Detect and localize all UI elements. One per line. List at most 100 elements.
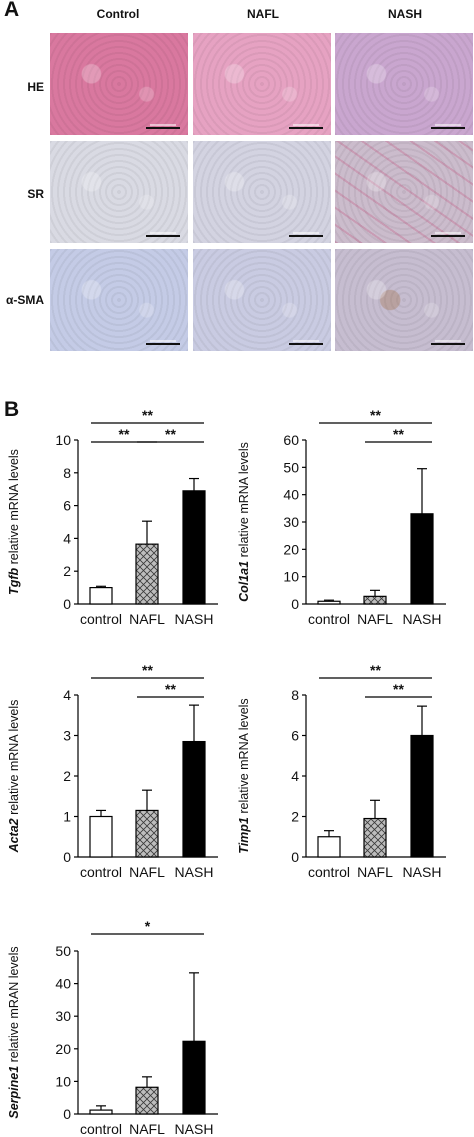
x-tick-label: NASH bbox=[175, 864, 214, 880]
scale-bar bbox=[146, 340, 180, 345]
micrograph-sr-nafl bbox=[193, 141, 331, 243]
bar-control bbox=[317, 836, 341, 858]
row-header-he: HE bbox=[27, 80, 44, 94]
bar-control bbox=[317, 600, 341, 605]
x-tick-label: NASH bbox=[403, 864, 442, 880]
y-tick-label: 0 bbox=[63, 849, 71, 865]
chart-col1a1: 0 10 20 30 40 50 60 Col1a1 relative mRNA levels… bbox=[237, 407, 446, 627]
x-tick-label: NAFL bbox=[129, 611, 165, 627]
x-tick-label: control bbox=[308, 611, 350, 627]
scale-bar bbox=[289, 232, 323, 237]
micrograph-asma-nash bbox=[335, 249, 473, 351]
bar-control bbox=[89, 815, 113, 858]
row-header-sr: SR bbox=[27, 187, 44, 201]
row-header-asma: α-SMA bbox=[5, 293, 44, 307]
chart-acta2: 0 1 2 3 4 Acta2 relative mRNA levels control NA… bbox=[7, 662, 218, 880]
micrograph-asma-control bbox=[50, 249, 188, 351]
y-tick-label: 6 bbox=[63, 498, 71, 514]
bar-nash bbox=[182, 740, 206, 858]
bar-control bbox=[89, 586, 113, 605]
x-tick-label: NAFL bbox=[129, 864, 165, 880]
y-tick-label: 20 bbox=[55, 1041, 71, 1057]
micrograph-asma-nafl bbox=[193, 249, 331, 351]
y-axis-label: Serpine1 relative mRAN levels bbox=[7, 946, 21, 1118]
y-axis-label: Timp1 relative mRNA levels bbox=[237, 698, 251, 853]
bar-nash bbox=[410, 513, 434, 605]
bar-nafl bbox=[135, 809, 159, 858]
y-tick-label: 8 bbox=[63, 465, 71, 481]
scale-bar bbox=[289, 124, 323, 129]
x-tick-label: NAFL bbox=[357, 611, 393, 627]
x-tick-label: NASH bbox=[175, 611, 214, 627]
micrograph-he-nash bbox=[335, 33, 473, 135]
scale-bar bbox=[431, 340, 465, 345]
bar-nash bbox=[182, 1040, 206, 1115]
column-header-control: Control bbox=[96, 7, 140, 21]
y-tick-label: 60 bbox=[283, 432, 299, 448]
bar-nafl bbox=[135, 543, 159, 605]
significance-label: ** bbox=[370, 407, 381, 423]
x-tick-label: control bbox=[80, 864, 122, 880]
chart-serpine1: 0 10 20 30 40 50 Serpine1 relative mRAN levels… bbox=[7, 918, 218, 1137]
x-tick-label: control bbox=[308, 864, 350, 880]
y-tick-label: 2 bbox=[291, 809, 299, 825]
y-tick-label: 6 bbox=[291, 728, 299, 744]
panel-b-label: B bbox=[4, 398, 20, 421]
x-tick-label: NAFL bbox=[357, 864, 393, 880]
bar-nafl bbox=[135, 1086, 159, 1115]
x-tick-label: control bbox=[80, 1121, 122, 1137]
y-axis-label: Tgfb relative mRNA levels bbox=[7, 449, 21, 595]
micrograph-he-nafl bbox=[193, 33, 331, 135]
significance-label: ** bbox=[142, 407, 153, 423]
micrograph-sr-control bbox=[50, 141, 188, 243]
y-tick-label: 10 bbox=[55, 1073, 71, 1089]
significance-label: ** bbox=[370, 662, 381, 678]
y-tick-label: 50 bbox=[283, 459, 299, 475]
y-tick-label: 4 bbox=[291, 768, 299, 784]
y-tick-label: 3 bbox=[63, 728, 71, 744]
y-tick-label: 20 bbox=[283, 541, 299, 557]
chart-timp1: 0 2 4 6 8 Timp1 relative mRNA levels control NA… bbox=[237, 662, 446, 880]
scale-bar bbox=[146, 124, 180, 129]
bar-control bbox=[89, 1109, 113, 1115]
y-tick-label: 40 bbox=[55, 976, 71, 992]
column-header-nash: NASH bbox=[387, 7, 422, 21]
x-tick-label: NASH bbox=[175, 1121, 214, 1137]
y-tick-label: 40 bbox=[283, 487, 299, 503]
bar-nafl bbox=[363, 817, 387, 858]
significance-label: * bbox=[145, 918, 151, 934]
y-tick-label: 1 bbox=[63, 809, 71, 825]
bar-nash bbox=[410, 734, 434, 858]
y-tick-label: 10 bbox=[55, 432, 71, 448]
scale-bar bbox=[431, 124, 465, 129]
significance-label: ** bbox=[142, 662, 153, 678]
y-axis-label: Acta2 relative mRNA levels bbox=[7, 700, 21, 854]
panel-a-label: A bbox=[4, 0, 20, 21]
column-header-nafl: NAFL bbox=[247, 7, 279, 21]
micrograph-he-control bbox=[50, 33, 188, 135]
significance-label: ** bbox=[393, 681, 404, 697]
y-tick-label: 2 bbox=[63, 563, 71, 579]
bar-nafl bbox=[363, 595, 387, 605]
y-tick-label: 4 bbox=[63, 687, 71, 703]
y-tick-label: 30 bbox=[283, 514, 299, 530]
significance-label: ** bbox=[165, 681, 176, 697]
y-tick-label: 30 bbox=[55, 1008, 71, 1024]
x-tick-label: NASH bbox=[403, 611, 442, 627]
y-tick-label: 8 bbox=[291, 687, 299, 703]
y-tick-label: 0 bbox=[291, 849, 299, 865]
y-tick-label: 0 bbox=[291, 596, 299, 612]
x-tick-label: control bbox=[80, 611, 122, 627]
y-tick-label: 50 bbox=[55, 943, 71, 959]
scale-bar bbox=[146, 232, 180, 237]
bar-nash bbox=[182, 490, 206, 605]
y-tick-label: 2 bbox=[63, 768, 71, 784]
y-tick-label: 0 bbox=[63, 1106, 71, 1122]
chart-tgfb: 0 2 4 6 8 10 Tgfb relative mRNA levels control N… bbox=[7, 407, 218, 627]
scale-bar bbox=[289, 340, 323, 345]
scale-bar bbox=[431, 232, 465, 237]
y-tick-label: 4 bbox=[63, 530, 71, 546]
micrograph-sr-nash bbox=[335, 141, 473, 243]
y-tick-label: 0 bbox=[63, 596, 71, 612]
y-axis-label: Col1a1 relative mRNA levels bbox=[237, 442, 251, 602]
